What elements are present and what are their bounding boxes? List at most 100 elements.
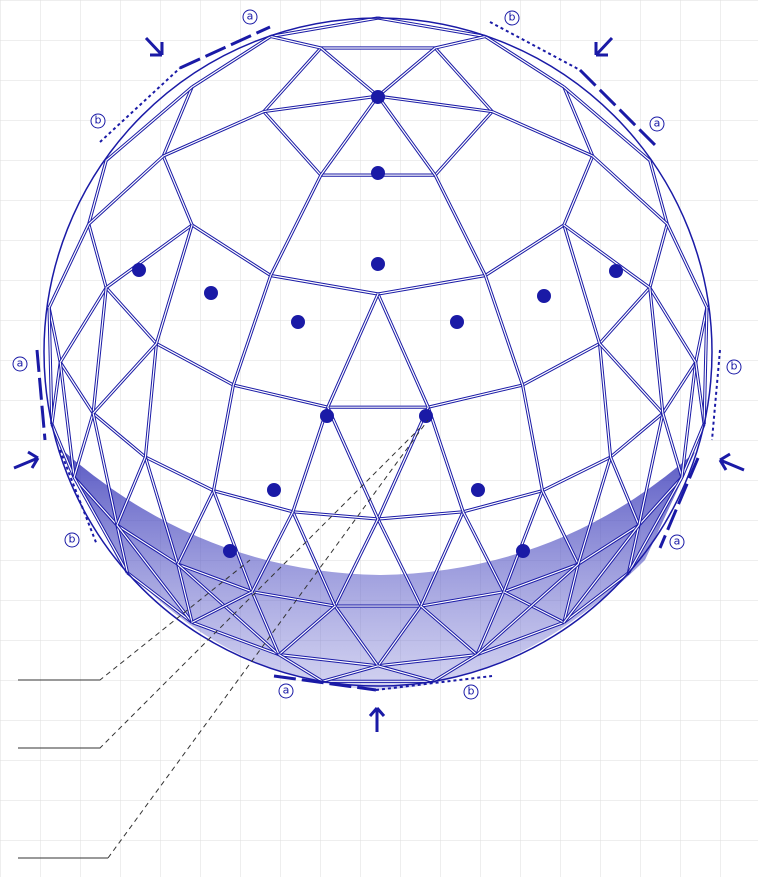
node <box>267 483 281 497</box>
strut-inner <box>563 224 651 289</box>
strut-inner <box>92 343 157 414</box>
strut-inner <box>428 384 523 408</box>
strut-inner <box>278 605 336 656</box>
node <box>419 409 433 423</box>
strut-inner <box>434 111 493 176</box>
strut-inner <box>681 423 705 478</box>
dash <box>273 674 377 692</box>
arrow <box>144 36 164 57</box>
dash <box>658 457 700 549</box>
strut-inner <box>59 361 94 414</box>
strut-inner <box>73 477 129 574</box>
node <box>291 315 305 329</box>
strut-inner <box>485 224 565 277</box>
strut-inner <box>92 287 107 414</box>
strut-inner <box>503 563 579 593</box>
strut-inner <box>177 490 215 565</box>
strut-inner <box>649 287 697 363</box>
node <box>516 544 530 558</box>
strut-inner <box>377 293 429 408</box>
strut-inner <box>177 563 253 593</box>
nodes <box>132 90 623 558</box>
strut-inner <box>51 362 61 425</box>
shaded-band <box>60 448 695 690</box>
strut-inner <box>420 591 504 607</box>
strut-inner <box>377 17 486 38</box>
strut-inner <box>563 564 579 623</box>
label-ring <box>90 113 106 129</box>
strut-inner <box>427 406 464 512</box>
strut-inner <box>191 621 280 656</box>
strut-inner <box>191 591 253 623</box>
dash <box>179 25 271 70</box>
strut-inner <box>522 384 544 491</box>
strut-inner <box>191 224 271 277</box>
edge-label: a <box>654 117 661 130</box>
edge-label: b <box>509 11 516 24</box>
strut-inner <box>116 525 129 574</box>
strut-inner <box>476 591 505 655</box>
node <box>471 483 485 497</box>
strut-inner <box>703 307 708 425</box>
arrow <box>368 707 386 732</box>
edge-label: b <box>731 360 738 373</box>
strut-inner <box>105 287 157 344</box>
strut-inner <box>320 47 379 97</box>
strut-inner <box>144 343 158 458</box>
strut-inner <box>377 95 436 176</box>
label-ring <box>504 10 520 26</box>
strut-inner <box>638 476 683 526</box>
strut-inner <box>598 343 612 458</box>
strut-inner <box>377 274 486 295</box>
strut-inner <box>263 47 322 112</box>
strut-inner <box>649 160 668 225</box>
strut-inner <box>279 654 379 667</box>
node <box>132 263 146 277</box>
strut-inner <box>278 654 323 682</box>
strut-inner <box>491 111 593 157</box>
strut-inner <box>503 591 565 623</box>
node <box>450 315 464 329</box>
strut-inner <box>563 86 594 157</box>
strut-inner <box>144 456 179 565</box>
strut-inner <box>263 95 379 113</box>
arrow <box>13 450 40 470</box>
strut-inner <box>577 456 612 565</box>
strut-inner <box>292 511 336 607</box>
strut-inner <box>51 423 75 478</box>
strut-inner <box>73 413 94 478</box>
strut-inner <box>476 621 565 656</box>
strut-inner <box>433 654 478 682</box>
strut-inner <box>503 490 544 592</box>
strut-inner <box>48 307 61 363</box>
strut-inner <box>563 86 651 161</box>
node <box>320 409 334 423</box>
outline <box>43 17 713 687</box>
edge-labels: a b a b a b b a a b <box>12 9 742 700</box>
strut-inner <box>434 174 486 276</box>
dash <box>375 675 493 691</box>
node <box>371 90 385 104</box>
node <box>371 166 385 180</box>
strut-inner <box>377 654 477 667</box>
strut-inner <box>662 361 697 414</box>
strut-inner <box>420 511 464 607</box>
strut-inner <box>649 223 668 288</box>
strut-inner <box>377 406 429 520</box>
edge-label: b <box>95 114 102 127</box>
label-ring <box>242 9 258 25</box>
strut-inner <box>476 563 579 656</box>
strut-inner <box>434 35 486 49</box>
dash <box>35 349 47 441</box>
strut-inner <box>695 362 705 425</box>
strut-inner <box>292 406 329 512</box>
edge-label: a <box>17 357 24 370</box>
strut-inner <box>377 518 422 607</box>
label-ring <box>12 356 28 372</box>
strut-inner <box>177 564 193 623</box>
arrow <box>594 36 614 57</box>
strut-inner <box>212 490 253 592</box>
strut-inner <box>213 490 294 513</box>
strut-inner <box>563 524 640 623</box>
strut-inner <box>88 155 164 225</box>
